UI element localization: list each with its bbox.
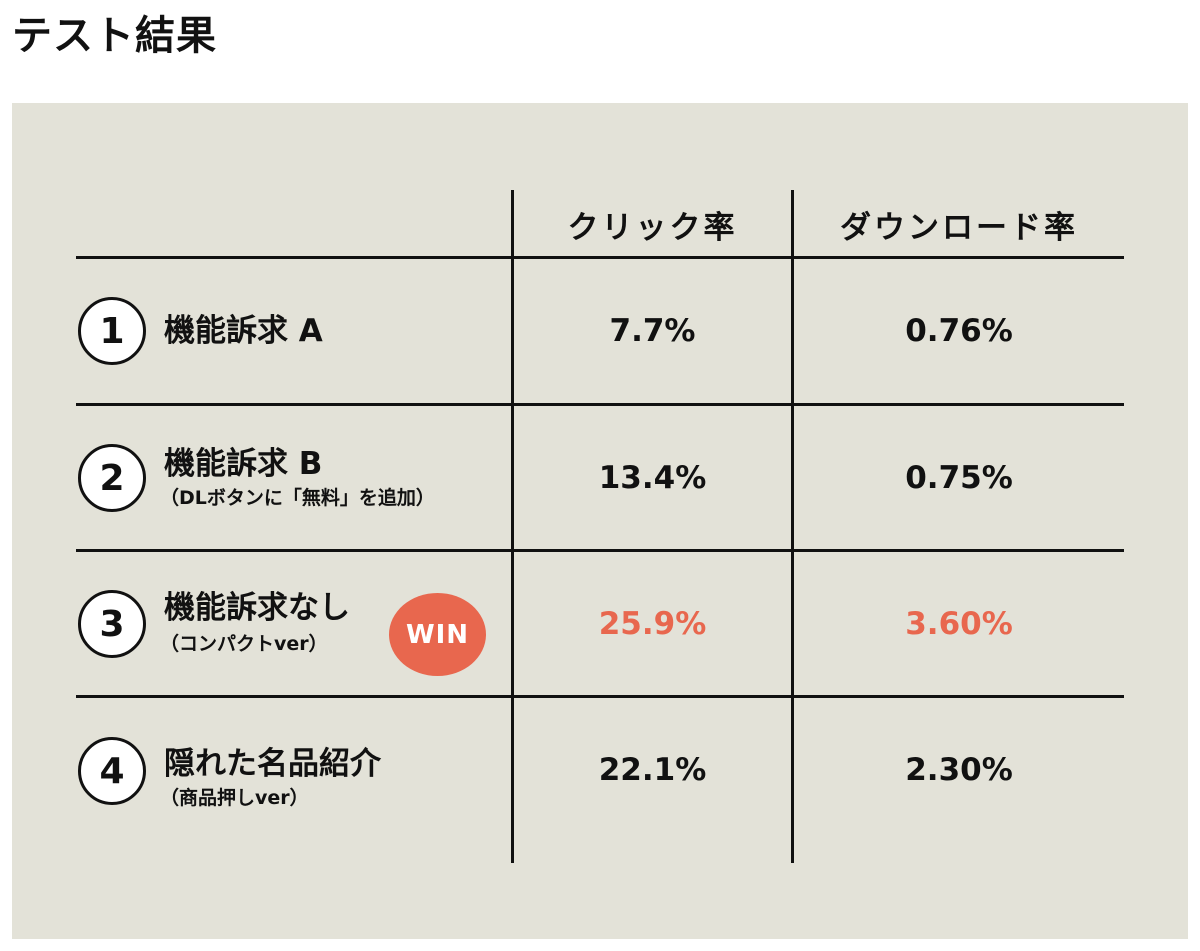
row-label: 機能訴求 A <box>164 313 323 349</box>
results-panel <box>12 103 1188 939</box>
download-rate-value: 0.75% <box>905 459 1013 496</box>
column-divider-right <box>791 190 794 863</box>
table-row: 4 隠れた名品紹介 （商品押しver） <box>76 697 1124 842</box>
row-number-badge: 2 <box>78 444 146 512</box>
row-divider-1 <box>76 403 1124 406</box>
download-rate-value: 0.76% <box>905 312 1013 349</box>
row-label: 機能訴求 B <box>164 446 323 482</box>
column-header-click-rate: クリック率 <box>567 209 738 246</box>
row-label: 機能訴求なし <box>164 590 350 626</box>
row-number-badge: 1 <box>78 297 146 365</box>
click-rate-value: 7.7% <box>609 312 696 349</box>
click-rate-value: 25.9% <box>598 605 707 642</box>
row-divider-header <box>76 256 1124 259</box>
click-rate-value: 13.4% <box>598 459 707 496</box>
click-rate-value: 22.1% <box>598 751 707 788</box>
table-row: 2 機能訴求 B （DLボタンに「無料」を追加） <box>76 405 1124 550</box>
page-title: テスト結果 <box>12 13 217 59</box>
row-number-badge: 3 <box>78 590 146 658</box>
row-label: 隠れた名品紹介 <box>164 746 381 782</box>
row-divider-2 <box>76 549 1124 552</box>
row-number-badge: 4 <box>78 737 146 805</box>
column-divider-left <box>511 190 514 863</box>
row-sublabel: （DLボタンに「無料」を追加） <box>160 487 435 509</box>
table-row: 1 機能訴求 A <box>76 258 1124 403</box>
row-sublabel: （商品押しver） <box>160 787 309 809</box>
download-rate-value: 2.30% <box>905 751 1013 788</box>
row-sublabel: （コンパクトver） <box>160 633 328 655</box>
win-badge: WIN <box>389 593 486 676</box>
table-row: 3 機能訴求なし （コンパクトver） <box>76 551 1124 696</box>
row-divider-3 <box>76 695 1124 698</box>
column-header-download-rate: ダウンロード率 <box>840 209 1078 246</box>
download-rate-value: 3.60% <box>905 605 1013 642</box>
